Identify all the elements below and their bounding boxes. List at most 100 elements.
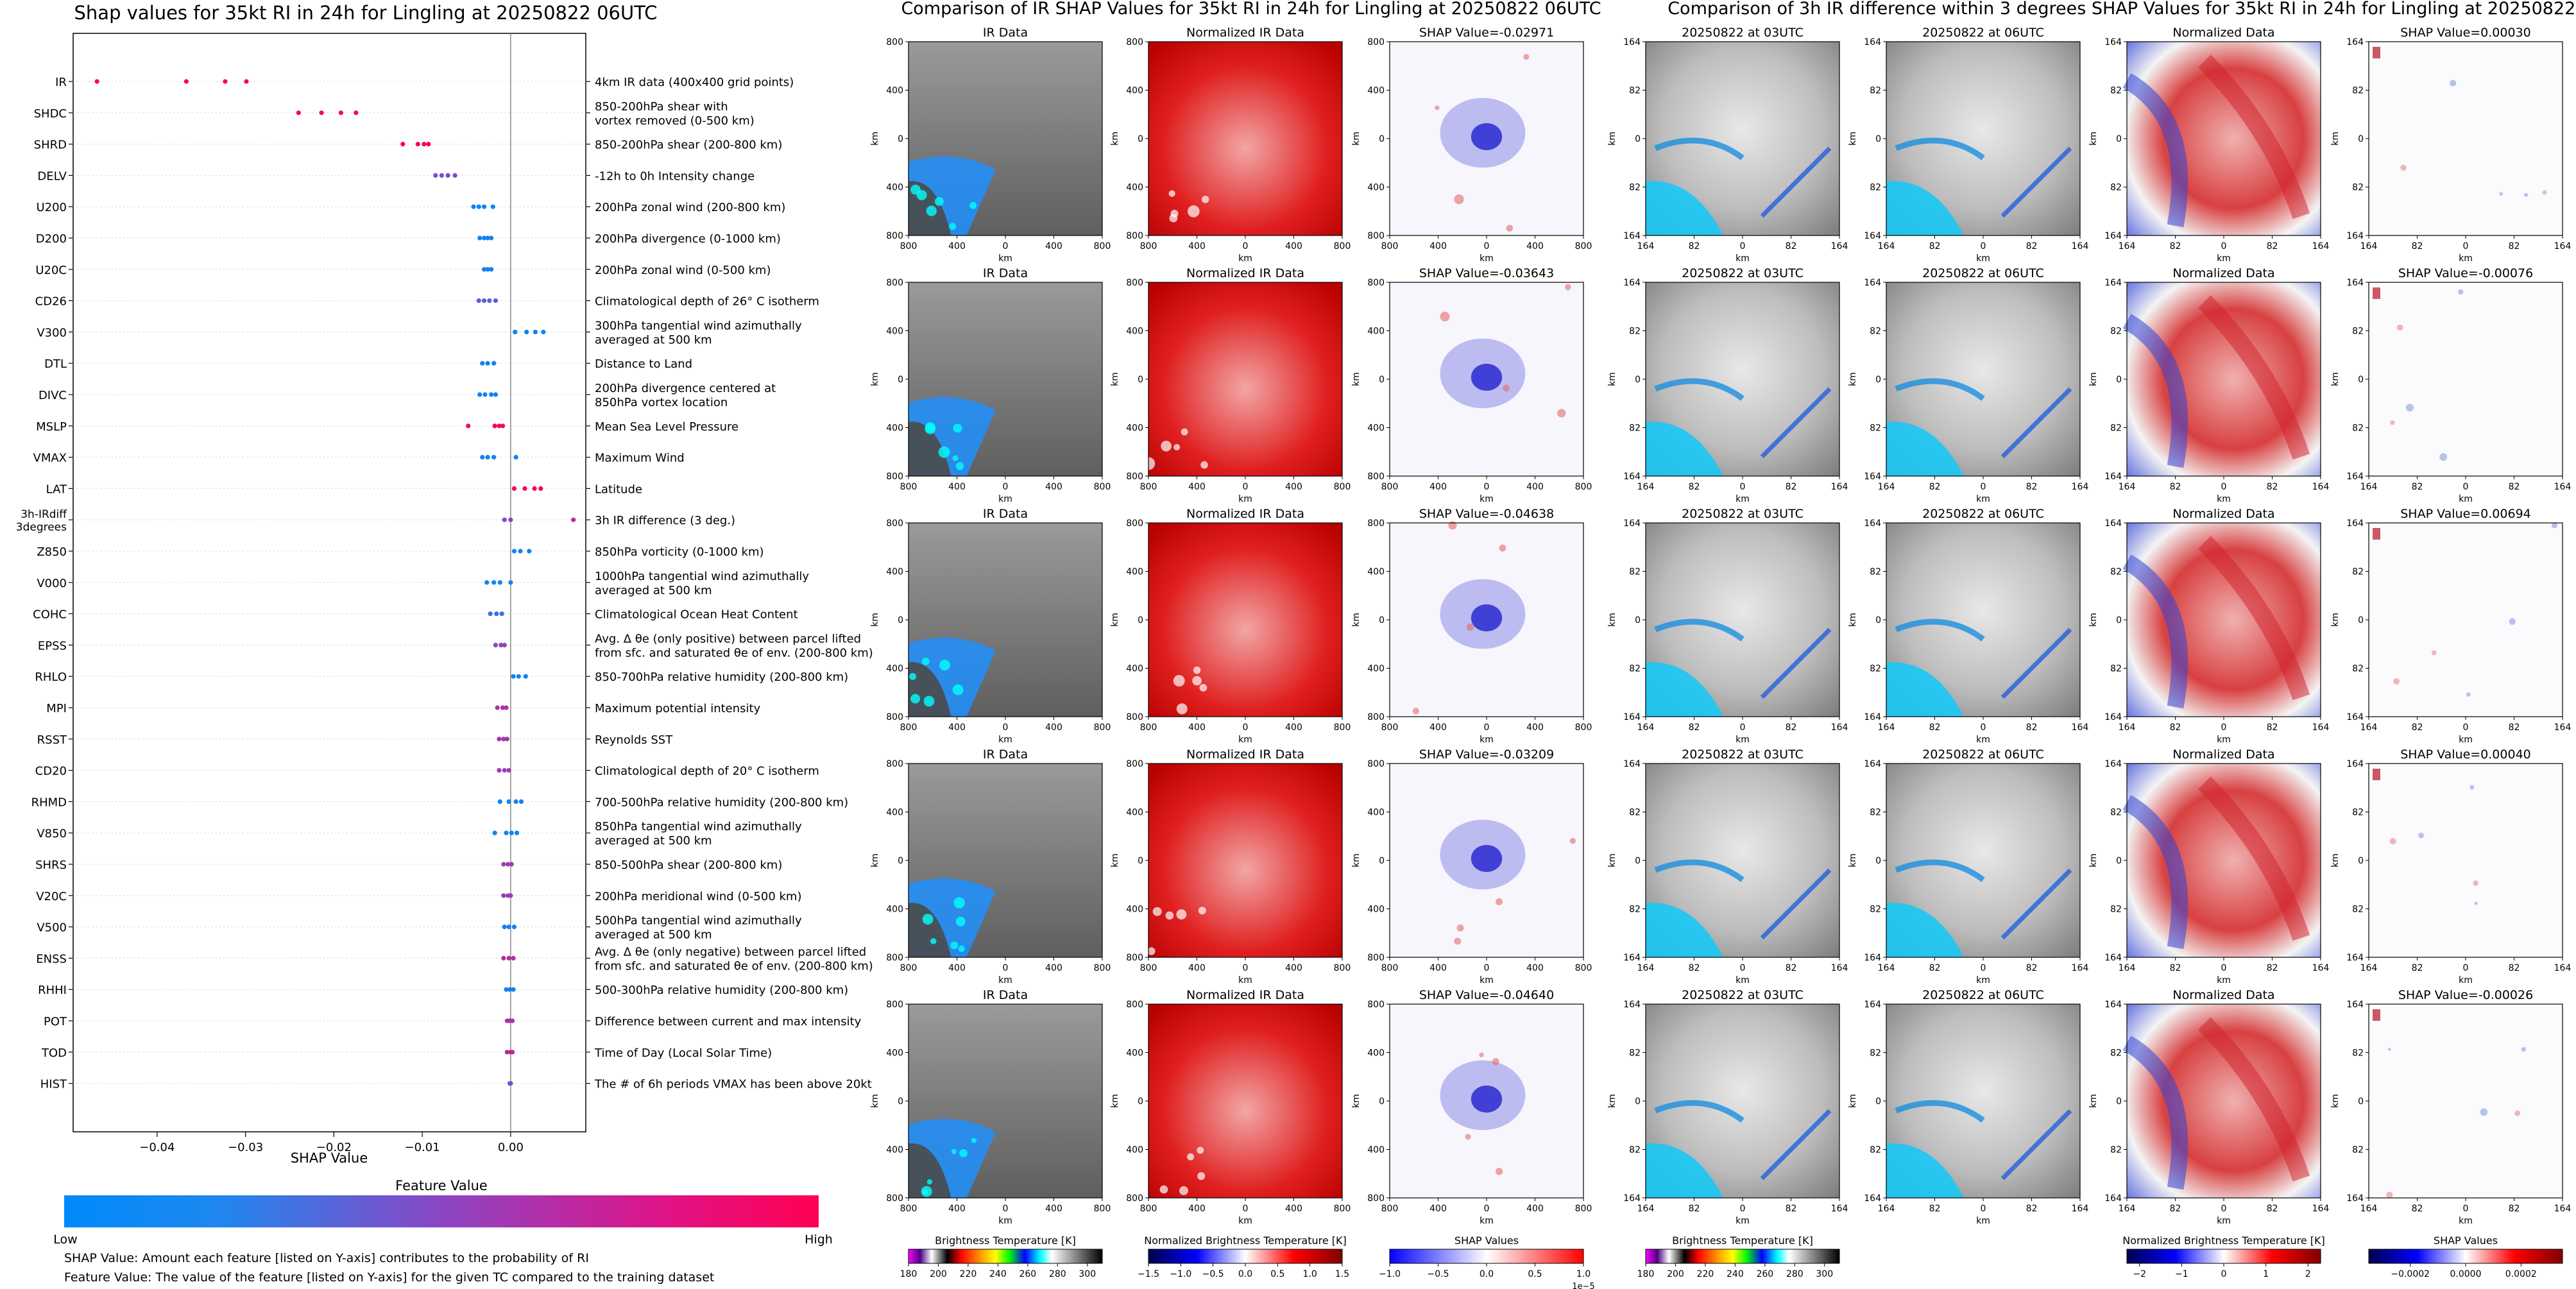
x-tick-label: 164 [2312, 482, 2330, 492]
y-tick-label: 82 [1629, 1145, 1641, 1156]
ir-diff-band [2000, 627, 2072, 699]
panel-title: 20250822 at 03UTC [1682, 507, 1804, 521]
panel-normalized-ir-data: Normalized IR Data8008004004000040040080… [1110, 266, 1351, 504]
panel-title: SHAP Value=-0.03643 [1419, 266, 1554, 280]
panel-20250822-at-06utc: 20250822 at 06UTC1641648282008282164164k… [1848, 988, 2088, 1226]
y-axis-label: km [1110, 372, 1120, 386]
y-tick-label: 82 [2110, 1048, 2122, 1059]
x-tick-label: 82 [1929, 482, 1941, 492]
y-tick-label: 0 [898, 375, 903, 385]
x-tick-label: 0 [1484, 1204, 1490, 1214]
feature-row-u200: U200 200hPa zonal wind (200-800 km) [36, 201, 785, 214]
ir-diff-band [2000, 387, 2072, 459]
ir-cold-spot [922, 1189, 928, 1195]
x-tick-label: 400 [1285, 1204, 1302, 1214]
x-tick-label: 0 [1981, 241, 1986, 252]
x-tick-label: 82 [1786, 482, 1797, 492]
ir-diff-band [1654, 859, 1744, 882]
x-tick-label: 800 [900, 722, 917, 733]
feature-label-mpi: MPI [46, 702, 67, 715]
y-tick-label: 0 [898, 856, 903, 866]
ir-cold-spot [930, 938, 937, 944]
y-tick-label: 800 [1367, 472, 1385, 482]
diff-shap-spot [2389, 838, 2396, 845]
x-tick-label: 400 [1045, 482, 1062, 492]
shap-positive-spot [1454, 194, 1464, 205]
y-tick-label: 0 [2116, 134, 2122, 144]
x-axis-label: km [1736, 975, 1750, 986]
y-tick-label: 82 [1870, 808, 1881, 818]
shap-point-rhlo [511, 674, 516, 679]
y-tick-label: 164 [1623, 518, 1641, 529]
normalized-diff-band [2197, 776, 2310, 941]
ir-cold-spot [955, 462, 964, 470]
normalized-warm-spot [1192, 676, 1202, 686]
x-tick-label: 82 [2170, 1204, 2181, 1214]
diff-grid-title: Comparison of 3h IR difference within 3 … [1668, 0, 2576, 19]
y-tick-label: 0 [1635, 856, 1641, 866]
y-tick-label: 82 [2110, 183, 2122, 193]
colorbar-tick-label: −1 [2175, 1269, 2188, 1279]
y-tick-label: 164 [1864, 1193, 1881, 1204]
y-tick-label: 164 [2104, 712, 2122, 722]
y-tick-label: 82 [2352, 183, 2364, 193]
feature-row-u20c: U20C 200hPa zonal wind (0-500 km) [35, 264, 771, 277]
feature-description: Time of Day (Local Solar Time) [594, 1046, 772, 1060]
diff-shap-spot [2393, 678, 2400, 685]
feature-label-tod: TOD [41, 1046, 67, 1060]
shap-point-ir [183, 79, 189, 84]
x-tick-label: 800 [1140, 241, 1157, 252]
y-tick-label: 800 [886, 518, 903, 529]
feature-label-divc: DIVC [38, 389, 67, 402]
x-tick-label: 164 [2360, 1204, 2378, 1214]
feature-row-v850: V850 850hPa tangential wind azimuthallyav… [37, 820, 802, 848]
x-tick-label: 164 [1878, 1204, 1895, 1214]
shap-point-cd26 [493, 298, 499, 303]
y-axis-label: km [1110, 132, 1120, 146]
normalized-warm-spot [1173, 675, 1185, 687]
shap-point-cd26 [487, 298, 492, 303]
feature-value-colorbar [64, 1195, 819, 1227]
feature-row-z850: Z850 850hPa vorticity (0-1000 km) [37, 545, 763, 559]
x-tick-label: 0 [1003, 722, 1009, 733]
panel-title: IR Data [983, 507, 1028, 521]
y-tick-label: 82 [2352, 1048, 2364, 1059]
feature-label-v300: V300 [37, 326, 67, 339]
feature-label-z850: Z850 [37, 545, 67, 559]
x-tick-label: 164 [2554, 963, 2572, 973]
shap-summary-plot: Shap values for 35kt RI in 24h for Lingl… [16, 2, 873, 1285]
ir-cold-spot [922, 914, 934, 925]
x-tick-label: 82 [1929, 241, 1941, 252]
x-tick-label: 164 [2119, 482, 2136, 492]
shap-point-divc [493, 392, 499, 397]
y-tick-label: 0 [1379, 856, 1385, 866]
y-tick-label: 82 [1870, 183, 1881, 193]
x-tick-label: 400 [948, 722, 966, 733]
x-tick-label: 0 [1484, 241, 1490, 252]
feature-label-dtl: DTL [44, 357, 67, 371]
x-tick-label: 0 [1243, 963, 1249, 973]
shap-point-v300 [513, 329, 518, 335]
normalized-diff-band [2122, 1036, 2188, 1190]
colorbar-offset: 1e−5 [1572, 1282, 1594, 1289]
ir-diff-band [1654, 378, 1744, 401]
y-tick-label: 82 [1629, 1048, 1641, 1059]
feature-description: 500-300hPa relative humidity (200-800 km… [595, 984, 848, 997]
colorbar-tick-label: −0.0002 [2391, 1269, 2430, 1279]
feature-description: 500hPa tangential wind azimuthally [595, 914, 802, 928]
normalized-diff-band [2197, 536, 2310, 701]
shap-positive-spot [1506, 225, 1514, 232]
diff-shap-field [2369, 42, 2563, 235]
panel-title: 20250822 at 03UTC [1682, 266, 1804, 280]
x-axis-label: km [1736, 494, 1750, 504]
shap-positive-spot [1465, 1134, 1471, 1140]
shap-point-v500 [502, 925, 507, 930]
normalized-diff-band [2122, 73, 2188, 228]
normalized-field [1148, 523, 1342, 717]
y-tick-label: 164 [2346, 518, 2364, 529]
colorbar-tick-label: 300 [1816, 1269, 1833, 1279]
shap-positive-spot [1440, 311, 1450, 321]
y-tick-label: 82 [2110, 327, 2122, 337]
shap-positive-spot [1466, 623, 1474, 631]
